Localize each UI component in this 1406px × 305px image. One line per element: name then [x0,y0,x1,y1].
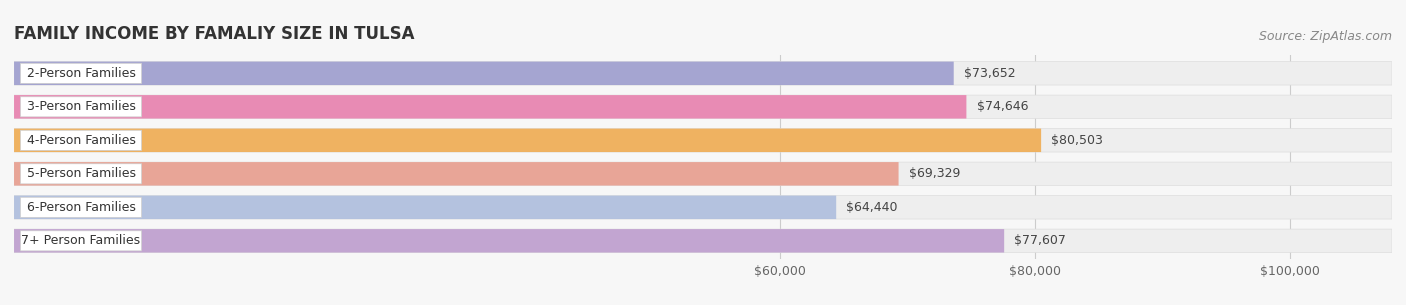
Text: $73,652: $73,652 [965,67,1015,80]
Text: 4-Person Families: 4-Person Families [27,134,135,147]
FancyBboxPatch shape [14,162,1392,185]
FancyBboxPatch shape [14,229,1004,253]
FancyBboxPatch shape [14,229,1392,253]
FancyBboxPatch shape [14,196,837,219]
FancyBboxPatch shape [21,197,142,217]
FancyBboxPatch shape [21,231,142,251]
FancyBboxPatch shape [14,95,966,119]
FancyBboxPatch shape [14,62,953,85]
Text: 5-Person Families: 5-Person Families [27,167,135,180]
Text: 3-Person Families: 3-Person Families [27,100,135,113]
FancyBboxPatch shape [14,129,1040,152]
Text: $74,646: $74,646 [977,100,1028,113]
Text: $80,503: $80,503 [1052,134,1104,147]
FancyBboxPatch shape [14,162,898,185]
Text: $69,329: $69,329 [908,167,960,180]
Text: 2-Person Families: 2-Person Families [27,67,135,80]
FancyBboxPatch shape [14,62,1392,85]
FancyBboxPatch shape [21,63,142,83]
Text: $77,607: $77,607 [1014,234,1066,247]
Text: 7+ Person Families: 7+ Person Families [21,234,141,247]
FancyBboxPatch shape [14,196,1392,219]
Text: FAMILY INCOME BY FAMALIY SIZE IN TULSA: FAMILY INCOME BY FAMALIY SIZE IN TULSA [14,25,415,43]
Text: 6-Person Families: 6-Person Families [27,201,135,214]
Text: $64,440: $64,440 [846,201,898,214]
FancyBboxPatch shape [14,95,1392,119]
FancyBboxPatch shape [21,130,142,150]
FancyBboxPatch shape [21,164,142,184]
FancyBboxPatch shape [21,97,142,117]
Text: Source: ZipAtlas.com: Source: ZipAtlas.com [1258,30,1392,43]
FancyBboxPatch shape [14,129,1392,152]
